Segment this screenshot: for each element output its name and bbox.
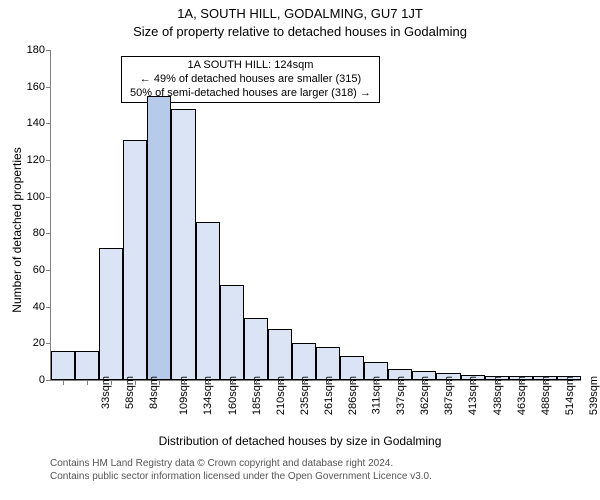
x-tick-mark — [497, 380, 498, 385]
y-tick-mark — [46, 343, 51, 344]
y-tick-label: 40 — [13, 301, 45, 313]
histogram-bar — [220, 285, 244, 380]
footer-line-2: Contains public sector information licen… — [50, 471, 590, 484]
x-tick-mark — [208, 380, 209, 385]
x-tick-mark — [328, 380, 329, 385]
y-tick-mark — [46, 270, 51, 271]
histogram-bar — [292, 343, 316, 380]
x-tick-mark — [376, 380, 377, 385]
x-tick-mark — [111, 380, 112, 385]
x-tick-mark — [449, 380, 450, 385]
y-tick-label: 160 — [13, 81, 45, 93]
x-tick-mark — [545, 380, 546, 385]
chart-subtitle: Size of property relative to detached ho… — [0, 24, 600, 39]
x-axis-label: Distribution of detached houses by size … — [0, 434, 600, 448]
histogram-bar — [244, 318, 268, 380]
y-tick-label: 180 — [13, 44, 45, 56]
x-tick-mark — [184, 380, 185, 385]
histogram-bar — [268, 329, 292, 380]
chart-title: 1A, SOUTH HILL, GODALMING, GU7 1JT — [0, 6, 600, 21]
x-tick-mark — [135, 380, 136, 385]
y-tick-label: 0 — [13, 374, 45, 386]
y-tick-label: 60 — [13, 264, 45, 276]
x-tick-mark — [521, 380, 522, 385]
annotation-line-2: ← 49% of detached houses are smaller (31… — [130, 73, 371, 87]
histogram-bar — [51, 351, 75, 380]
x-tick-mark — [304, 380, 305, 385]
y-tick-mark — [46, 307, 51, 308]
y-tick-label: 100 — [13, 191, 45, 203]
y-tick-label: 80 — [13, 227, 45, 239]
x-tick-mark — [63, 380, 64, 385]
plot-area: 1A SOUTH HILL: 124sqm ← 49% of detached … — [50, 50, 581, 381]
histogram-bar — [171, 109, 195, 380]
y-tick-mark — [46, 160, 51, 161]
histogram-bar — [147, 96, 171, 380]
x-tick-mark — [232, 380, 233, 385]
x-tick-label: 514sqm — [564, 376, 576, 415]
x-tick-mark — [473, 380, 474, 385]
x-tick-label: 539sqm — [588, 376, 600, 415]
x-tick-mark — [424, 380, 425, 385]
annotation-line-1: 1A SOUTH HILL: 124sqm — [130, 59, 371, 73]
x-tick-mark — [256, 380, 257, 385]
x-tick-mark — [87, 380, 88, 385]
y-tick-mark — [46, 197, 51, 198]
histogram-bar — [123, 140, 147, 380]
x-tick-mark — [400, 380, 401, 385]
y-tick-mark — [46, 50, 51, 51]
x-tick-mark — [280, 380, 281, 385]
y-tick-mark — [46, 123, 51, 124]
y-tick-mark — [46, 380, 51, 381]
x-tick-mark — [352, 380, 353, 385]
footer-attribution: Contains HM Land Registry data © Crown c… — [50, 458, 590, 483]
y-tick-mark — [46, 87, 51, 88]
histogram-bar — [75, 351, 99, 380]
chart-container: 1A, SOUTH HILL, GODALMING, GU7 1JT Size … — [0, 0, 600, 500]
histogram-bar — [99, 248, 123, 380]
y-tick-label: 20 — [13, 337, 45, 349]
histogram-bar — [196, 222, 220, 380]
y-tick-label: 120 — [13, 154, 45, 166]
footer-line-1: Contains HM Land Registry data © Crown c… — [50, 458, 590, 471]
y-tick-mark — [46, 233, 51, 234]
y-tick-label: 140 — [13, 117, 45, 129]
x-tick-mark — [159, 380, 160, 385]
